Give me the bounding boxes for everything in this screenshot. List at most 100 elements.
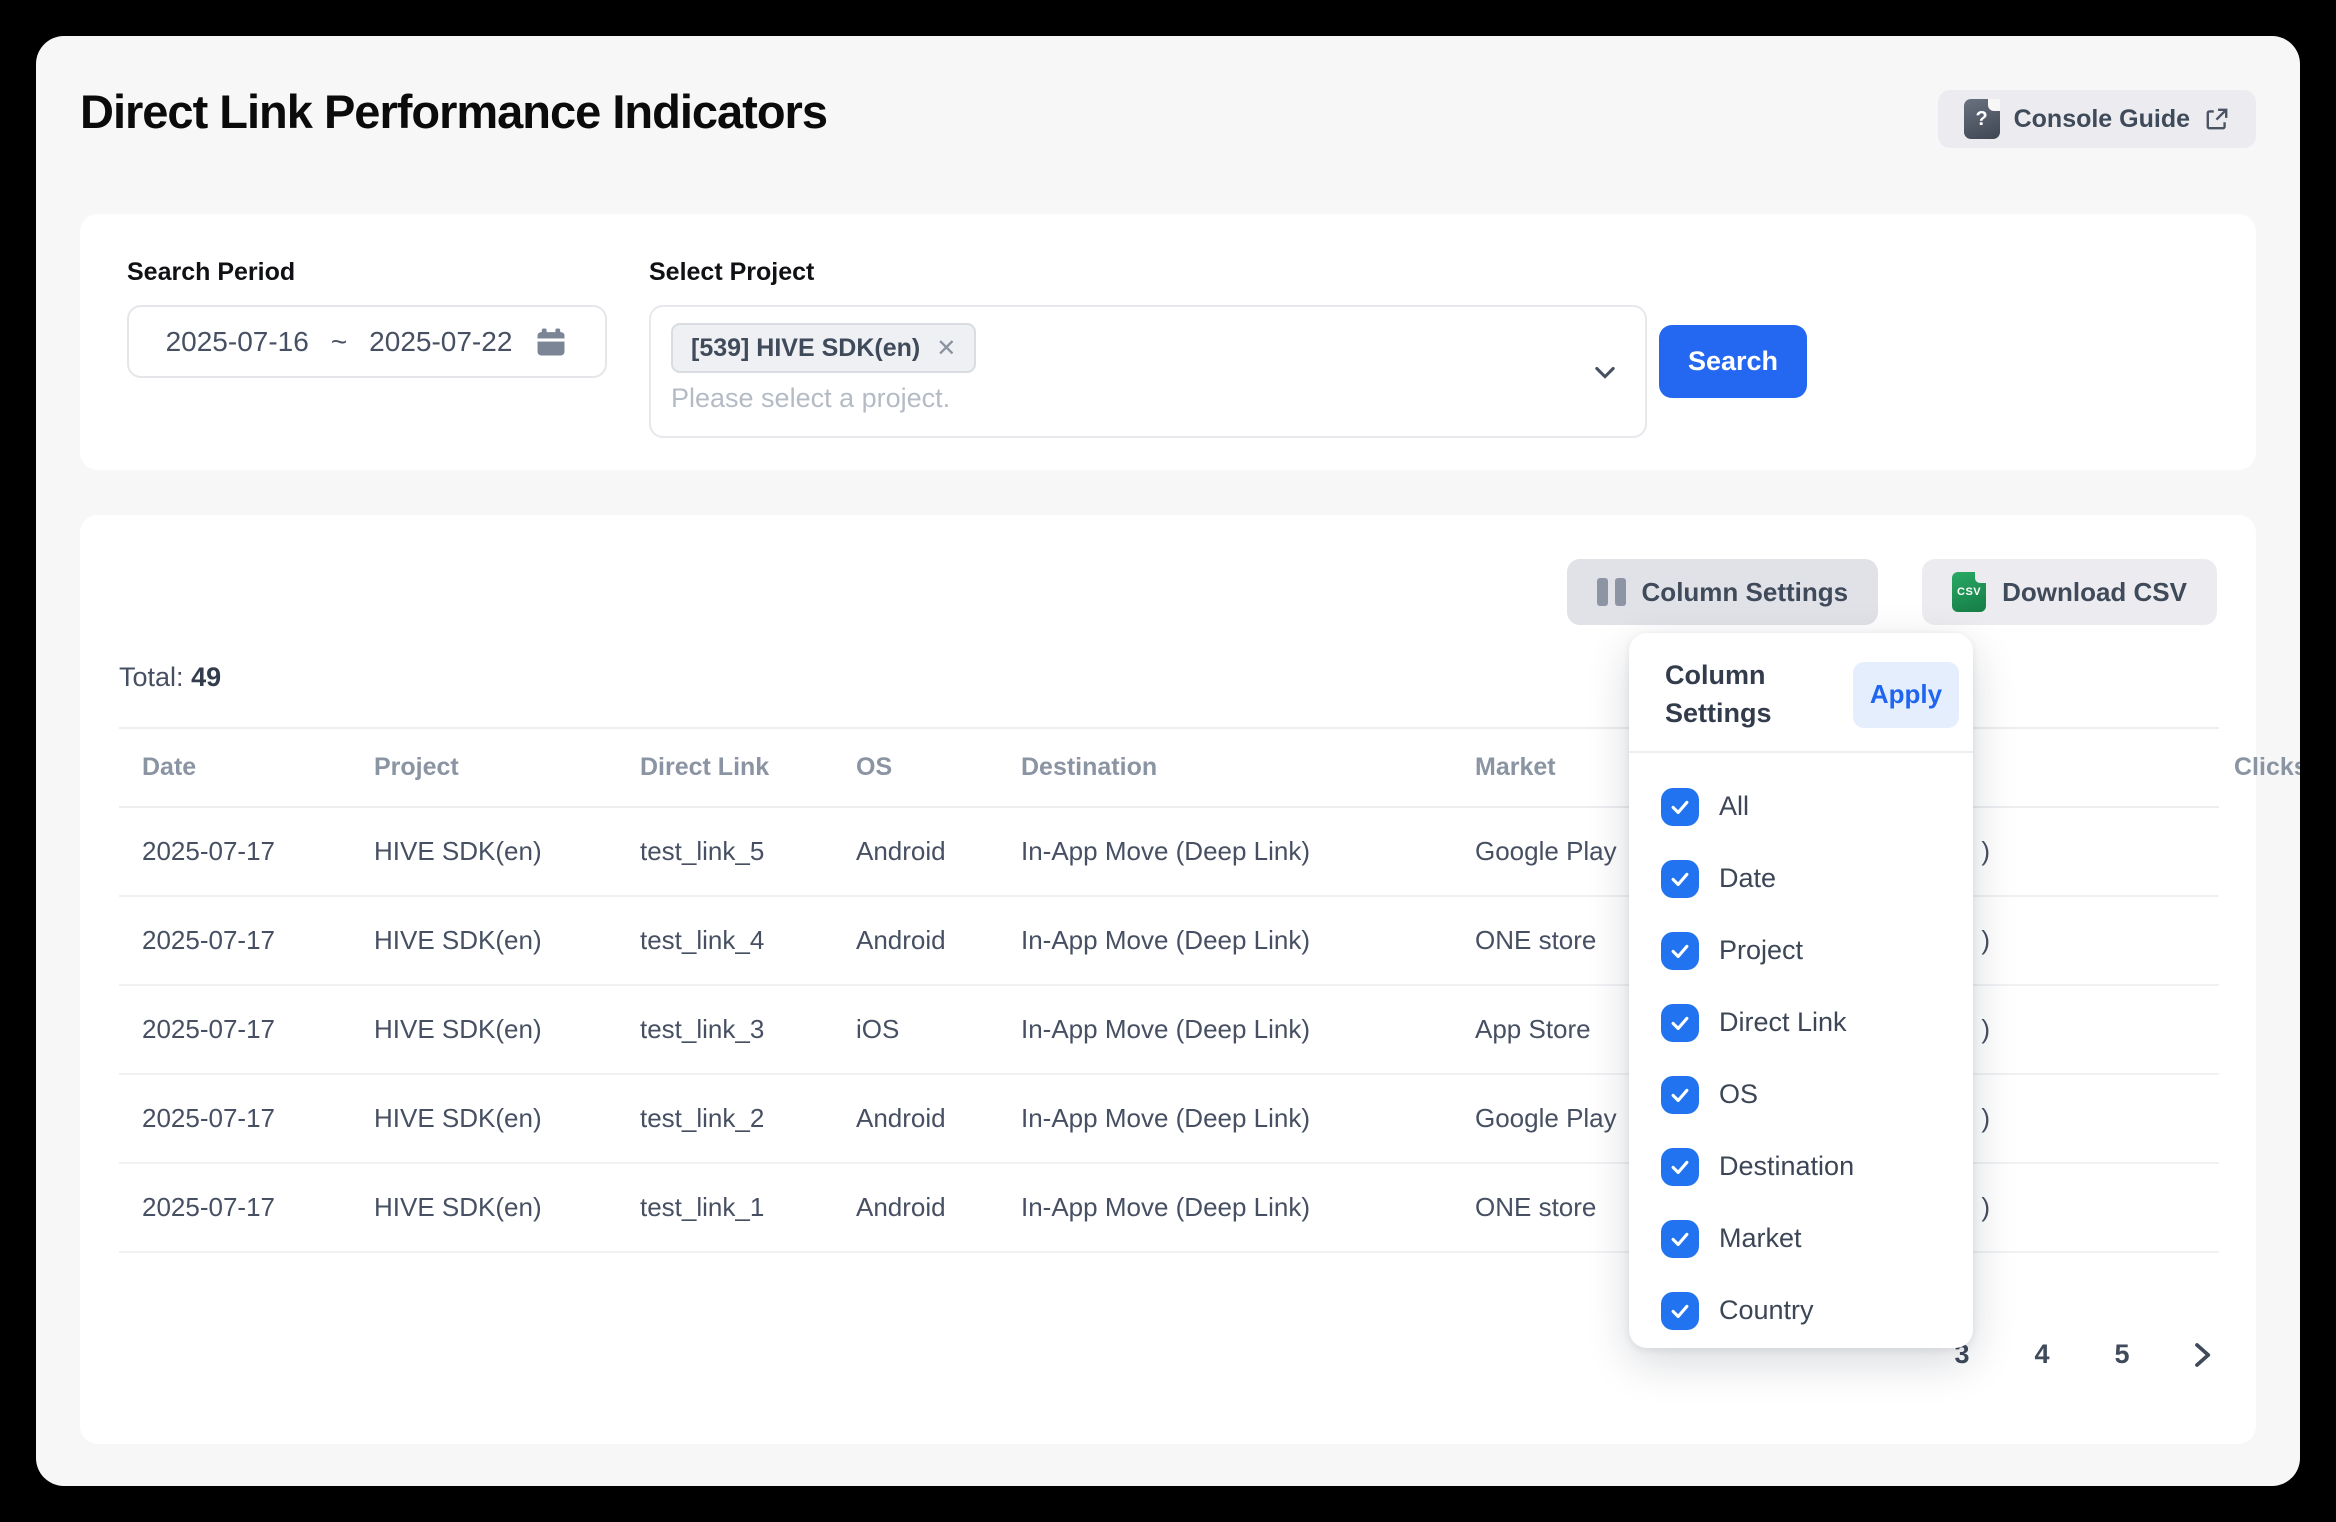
apply-button[interactable]: Apply xyxy=(1853,661,1959,728)
cell-clicks: 5 xyxy=(2100,1074,2219,1164)
calendar-icon[interactable] xyxy=(534,325,568,359)
search-button[interactable]: Search xyxy=(1659,325,1807,398)
popup-divider xyxy=(1629,750,1973,753)
cell-os: Android xyxy=(833,1074,998,1164)
total-label: Total: xyxy=(119,662,184,692)
cell-clicks: 3 xyxy=(2100,896,2219,986)
console-guide-button[interactable]: ? Console Guide xyxy=(1937,90,2256,148)
filter-card: Search Period 2025-07-16 ~ 2025-07-22 Se… xyxy=(80,214,2256,470)
checkbox-item-all[interactable]: All xyxy=(1661,771,1973,843)
cell-destination: In-App Move (Deep Link) xyxy=(998,807,1452,897)
cell-clicks: 3 xyxy=(2100,985,2219,1075)
guide-document-icon: ? xyxy=(1963,99,2000,139)
next-page-icon[interactable] xyxy=(2187,1340,2217,1370)
page-button-5[interactable]: 5 xyxy=(2114,1339,2130,1369)
total-count: Total: 49 xyxy=(119,662,2217,707)
page-header: Direct Link Performance Indicators ? Con… xyxy=(80,84,2256,148)
col-header-project[interactable]: Project xyxy=(351,727,617,808)
select-project-label: Select Project xyxy=(649,258,815,286)
checkbox-checked-icon[interactable] xyxy=(1661,1075,1699,1114)
checkbox-item-destination[interactable]: Destination xyxy=(1661,1131,1973,1203)
checkbox-label: Destination xyxy=(1719,1151,1855,1182)
page-title: Direct Link Performance Indicators xyxy=(80,85,828,138)
cell-destination: In-App Move (Deep Link) xyxy=(998,1074,1452,1164)
cell-direct-link: test_link_5 xyxy=(617,807,833,897)
cell-direct-link: test_link_4 xyxy=(617,896,833,986)
col-header-os[interactable]: OS xyxy=(833,727,998,808)
column-settings-popup: Column Settings Apply All Date Project D… xyxy=(1629,633,1973,1348)
date-separator: ~ xyxy=(330,325,348,357)
cell-project: HIVE SDK(en) xyxy=(351,985,617,1075)
cell-date: 2025-07-17 xyxy=(119,1163,351,1253)
date-range-input[interactable]: 2025-07-16 ~ 2025-07-22 xyxy=(127,305,607,378)
cell-os: iOS xyxy=(833,985,998,1075)
select-project-field: Select Project [539] HIVE SDK(en) ✕ Plea… xyxy=(649,258,1647,438)
checkbox-label: Country xyxy=(1719,1295,1814,1326)
checkbox-checked-icon[interactable] xyxy=(1661,1219,1699,1258)
download-csv-label: Download CSV xyxy=(2002,576,2187,607)
checkbox-item-os[interactable]: OS xyxy=(1661,1059,1973,1131)
col-header-destination[interactable]: Destination xyxy=(998,727,1452,808)
checkbox-item-direct-link[interactable]: Direct Link xyxy=(1661,987,1973,1059)
checkbox-item-market[interactable]: Market xyxy=(1661,1203,1973,1275)
cell-destination: In-App Move (Deep Link) xyxy=(998,896,1452,986)
col-header-clicks[interactable]: Clicks xyxy=(2100,727,2300,808)
total-value: 49 xyxy=(191,662,222,692)
console-guide-label: Console Guide xyxy=(2013,104,2190,133)
checkbox-label: Market xyxy=(1719,1223,1802,1254)
external-link-icon xyxy=(2206,108,2228,130)
col-header-direct-link[interactable]: Direct Link xyxy=(617,727,833,808)
cell-date: 2025-07-17 xyxy=(119,1074,351,1164)
column-checkbox-list: All Date Project Direct Link OS Destinat… xyxy=(1629,753,1973,1347)
chevron-down-icon[interactable] xyxy=(1591,358,1619,386)
question-mark-glyph: ? xyxy=(1975,107,1988,130)
checkbox-label: OS xyxy=(1719,1079,1759,1110)
checkbox-checked-icon[interactable] xyxy=(1661,1291,1699,1330)
cell-os: Android xyxy=(833,896,998,986)
checkbox-checked-icon[interactable] xyxy=(1661,859,1699,898)
project-select[interactable]: [539] HIVE SDK(en) ✕ Please select a pro… xyxy=(649,305,1647,438)
checkbox-item-project[interactable]: Project xyxy=(1661,915,1973,987)
cell-project: HIVE SDK(en) xyxy=(351,896,617,986)
cell-date: 2025-07-17 xyxy=(119,807,351,897)
page-button-4[interactable]: 4 xyxy=(2034,1339,2050,1369)
cell-clicks: 3 xyxy=(2100,1163,2219,1253)
document-fold xyxy=(1987,99,2000,111)
project-select-placeholder: Please select a project. xyxy=(671,383,951,413)
cell-date: 2025-07-17 xyxy=(119,985,351,1075)
cell-clicks: 5 xyxy=(2100,807,2219,897)
remove-chip-icon[interactable]: ✕ xyxy=(936,334,957,362)
csv-icon-text: CSV xyxy=(1957,586,1982,598)
checkbox-label: Direct Link xyxy=(1719,1007,1847,1038)
checkbox-item-date[interactable]: Date xyxy=(1661,843,1973,915)
cell-direct-link: test_link_3 xyxy=(617,985,833,1075)
cell-destination: In-App Move (Deep Link) xyxy=(998,985,1452,1075)
project-chip-label: [539] HIVE SDK(en) xyxy=(691,333,921,362)
checkbox-checked-icon[interactable] xyxy=(1661,1147,1699,1186)
cell-os: Android xyxy=(833,807,998,897)
popup-header: Column Settings Apply xyxy=(1629,633,1973,751)
project-chip[interactable]: [539] HIVE SDK(en) ✕ xyxy=(671,323,977,373)
checkbox-label: Date xyxy=(1719,863,1777,894)
cell-destination: In-App Move (Deep Link) xyxy=(998,1163,1452,1253)
search-period-label: Search Period xyxy=(127,258,296,286)
cell-project: HIVE SDK(en) xyxy=(351,807,617,897)
checkbox-checked-icon[interactable] xyxy=(1661,1003,1699,1042)
checkbox-checked-icon[interactable] xyxy=(1661,787,1699,826)
pagination: 3 4 5 xyxy=(1947,1339,2217,1370)
cell-direct-link: test_link_1 xyxy=(617,1163,833,1253)
download-csv-button[interactable]: CSV Download CSV xyxy=(1922,559,2217,625)
columns-icon xyxy=(1596,578,1626,606)
column-settings-button[interactable]: Column Settings xyxy=(1566,559,1879,625)
cell-project: HIVE SDK(en) xyxy=(351,1074,617,1164)
checkbox-checked-icon[interactable] xyxy=(1661,931,1699,970)
start-date: 2025-07-16 xyxy=(165,325,309,357)
checkbox-item-country[interactable]: Country xyxy=(1661,1275,1973,1347)
col-header-date[interactable]: Date xyxy=(119,727,351,808)
popup-title: Column Settings xyxy=(1665,660,1772,728)
csv-file-icon: CSV xyxy=(1952,572,1987,612)
search-period-field: Search Period 2025-07-16 ~ 2025-07-22 xyxy=(127,258,607,378)
table-toolbar: Column Settings CSV Download CSV xyxy=(119,559,2217,625)
end-date: 2025-07-22 xyxy=(369,325,513,357)
column-settings-label: Column Settings xyxy=(1641,576,1849,607)
